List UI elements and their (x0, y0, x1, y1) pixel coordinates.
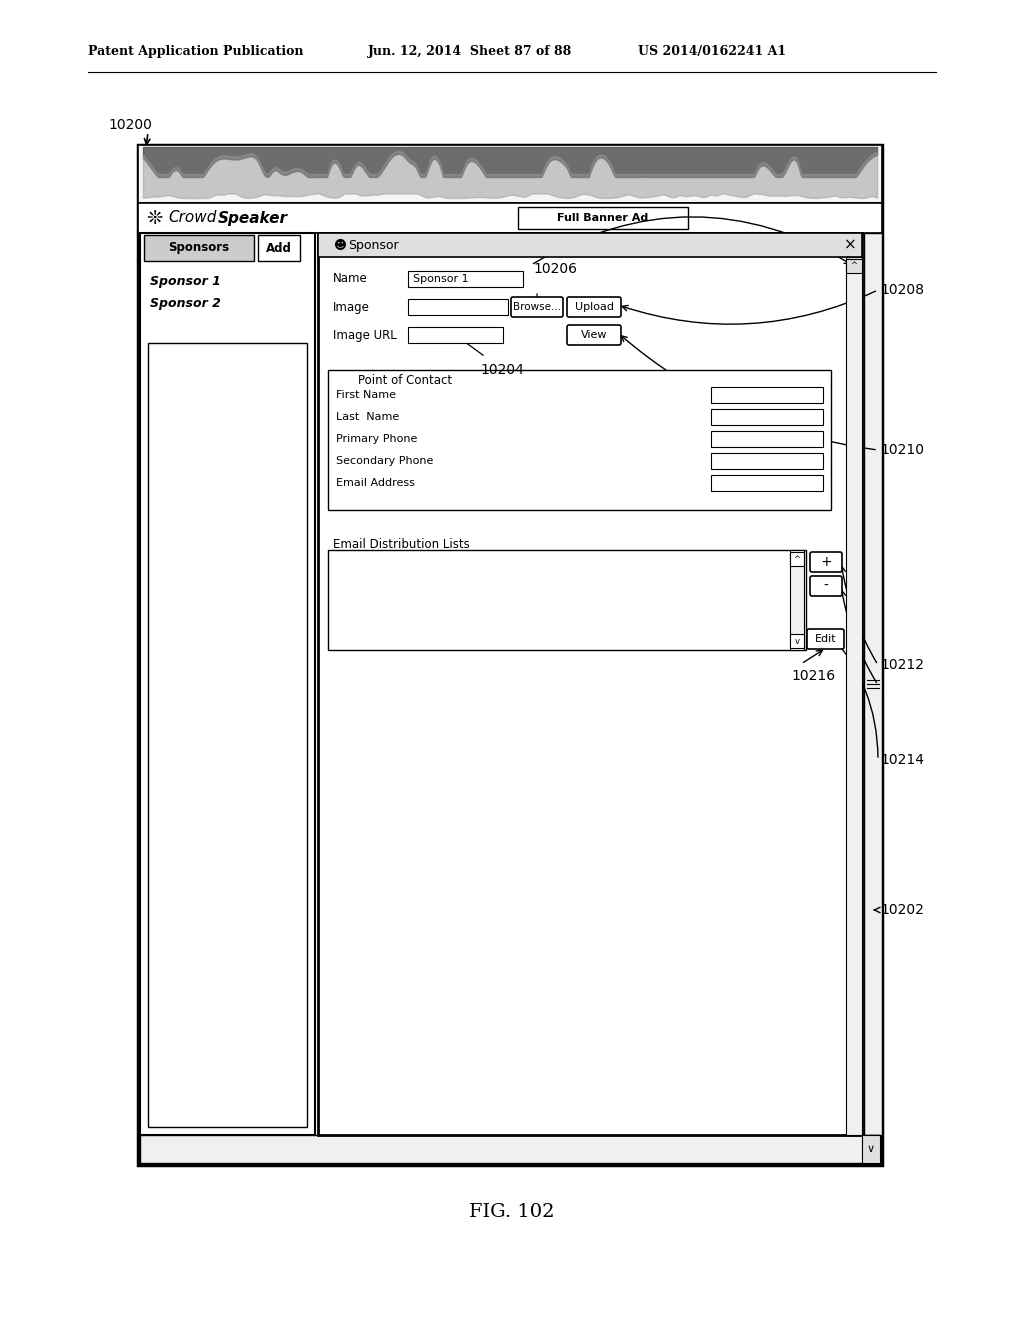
Text: Sponsor 1: Sponsor 1 (413, 275, 469, 284)
Text: 10208: 10208 (880, 282, 924, 297)
Bar (790, 552, 804, 566)
Text: Primary Phone: Primary Phone (336, 434, 418, 444)
Text: Point of Contact: Point of Contact (358, 374, 453, 387)
Text: ^: ^ (794, 554, 801, 564)
Text: 10200: 10200 (108, 117, 152, 132)
Bar (140, 1135, 880, 1163)
Bar (138, 145, 882, 203)
Text: Patent Application Publication: Patent Application Publication (88, 45, 303, 58)
Bar (328, 370, 831, 510)
Bar (846, 259, 862, 273)
Bar (258, 235, 300, 261)
Text: Browse...: Browse... (513, 302, 561, 312)
Text: Full Banner Ad: Full Banner Ad (557, 213, 648, 223)
Text: +: + (820, 554, 831, 569)
Bar (862, 1135, 880, 1163)
Text: 10212: 10212 (880, 657, 924, 672)
Bar (318, 234, 862, 1135)
Bar (138, 145, 882, 1166)
Bar (864, 234, 882, 1135)
Text: v: v (795, 636, 800, 645)
Text: Sponsor: Sponsor (348, 239, 398, 252)
Text: 10216: 10216 (791, 669, 836, 682)
Text: Sponsor 1: Sponsor 1 (150, 275, 221, 288)
FancyBboxPatch shape (567, 297, 621, 317)
Text: FIG. 102: FIG. 102 (469, 1203, 555, 1221)
Text: ^: ^ (851, 261, 857, 271)
Bar (408, 271, 523, 286)
Bar (408, 300, 508, 315)
Text: Last  Name: Last Name (336, 412, 399, 422)
Text: 10202: 10202 (880, 903, 924, 917)
Text: ☻: ☻ (334, 239, 347, 252)
Text: Image: Image (333, 301, 370, 314)
Text: View: View (581, 330, 607, 341)
Bar (144, 235, 254, 261)
Text: Name: Name (333, 272, 368, 285)
Text: Edit: Edit (815, 634, 837, 644)
FancyBboxPatch shape (807, 630, 844, 649)
Text: US 2014/0162241 A1: US 2014/0162241 A1 (638, 45, 786, 58)
Bar (148, 343, 307, 1127)
FancyBboxPatch shape (810, 552, 842, 572)
Text: ❊: ❊ (145, 209, 162, 227)
Text: ∨: ∨ (867, 1144, 876, 1154)
Text: Sponsors: Sponsors (168, 242, 229, 255)
Bar (408, 327, 503, 343)
Bar (711, 432, 823, 447)
Bar (711, 453, 823, 469)
Text: Sponsor 2: Sponsor 2 (150, 297, 221, 309)
Bar (356, 374, 446, 387)
Text: Email Distribution Lists: Email Distribution Lists (333, 539, 470, 552)
Text: 10204: 10204 (480, 363, 524, 378)
Text: Add: Add (266, 242, 292, 255)
Text: 10210: 10210 (880, 444, 924, 457)
Text: Secondary Phone: Secondary Phone (336, 455, 433, 466)
Bar (328, 550, 806, 649)
FancyBboxPatch shape (810, 576, 842, 597)
Text: ×: × (844, 238, 856, 252)
Bar (711, 475, 823, 491)
Text: Upload: Upload (574, 302, 613, 312)
Text: -: - (823, 579, 828, 593)
Text: Email Address: Email Address (336, 478, 415, 488)
Text: Jun. 12, 2014  Sheet 87 of 88: Jun. 12, 2014 Sheet 87 of 88 (368, 45, 572, 58)
Bar (138, 203, 882, 234)
Text: Image URL: Image URL (333, 329, 396, 342)
Bar (711, 387, 823, 403)
Text: 10206: 10206 (534, 261, 577, 276)
FancyBboxPatch shape (511, 297, 563, 317)
Bar (518, 207, 688, 228)
Bar (711, 409, 823, 425)
Text: Crowd: Crowd (168, 210, 216, 226)
Bar (140, 234, 315, 1135)
Bar (790, 550, 804, 649)
Text: First Name: First Name (336, 389, 396, 400)
Text: 10214: 10214 (880, 752, 924, 767)
Text: Speaker: Speaker (218, 210, 288, 226)
FancyBboxPatch shape (567, 325, 621, 345)
Bar (846, 257, 862, 1135)
Bar (318, 234, 862, 257)
Bar (790, 634, 804, 648)
